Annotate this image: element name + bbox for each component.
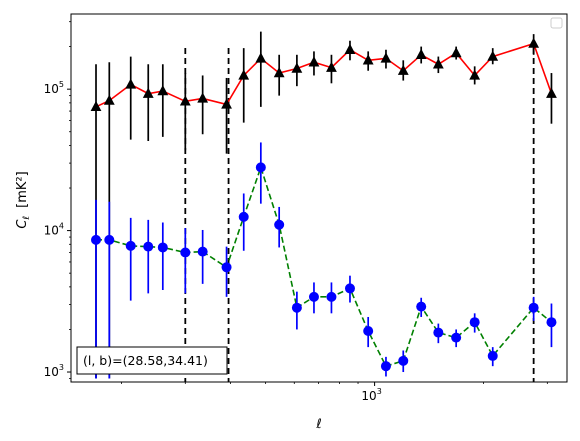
y-label-unit: [mK²]	[15, 171, 30, 208]
data-point	[546, 87, 557, 98]
data-point	[157, 242, 168, 253]
y-tick-label: 105	[44, 80, 64, 96]
y-label-sub: ℓ	[22, 216, 32, 221]
data-point	[528, 302, 539, 313]
data-point	[308, 56, 320, 67]
plot-area	[71, 14, 567, 382]
data-point	[433, 327, 444, 338]
legend-box	[550, 17, 563, 29]
data-point	[291, 62, 303, 73]
data-point	[397, 64, 409, 75]
data-point	[91, 234, 102, 245]
data-point	[103, 94, 115, 105]
data-point	[487, 350, 498, 361]
data-point	[363, 325, 374, 336]
y-tick-label: 103	[44, 363, 64, 379]
y-tick-label: 104	[44, 222, 64, 238]
data-point	[432, 58, 444, 69]
x-axis-label: ℓ	[315, 417, 321, 432]
data-point	[255, 52, 267, 63]
series-2	[91, 142, 557, 379]
data-point	[344, 43, 356, 54]
data-point	[415, 48, 427, 59]
data-point	[197, 92, 209, 103]
y-axis-label-text: Cℓ [mK²]	[15, 171, 32, 228]
data-point	[197, 246, 208, 257]
data-point	[380, 52, 392, 63]
data-point	[469, 69, 481, 80]
data-point	[125, 240, 136, 251]
data-point	[180, 247, 191, 258]
data-point	[238, 211, 249, 222]
data-point	[221, 98, 232, 109]
data-point	[157, 85, 169, 96]
annotation-frame	[76, 346, 228, 375]
data-point	[344, 283, 355, 294]
data-point	[450, 47, 462, 58]
axis-ticks: 103 104 105 103	[44, 21, 548, 403]
data-point	[469, 317, 480, 328]
data-point	[326, 291, 337, 302]
data-point	[221, 262, 232, 273]
data-point	[238, 69, 250, 80]
data-point	[308, 291, 319, 302]
data-point	[274, 219, 285, 230]
data-point	[125, 78, 137, 89]
data-point	[451, 332, 462, 343]
data-point	[104, 234, 115, 245]
data-point	[291, 302, 302, 313]
data-point	[255, 162, 266, 173]
data-point	[528, 37, 540, 48]
data-point	[362, 54, 374, 65]
data-point	[416, 301, 427, 312]
plot-frame	[70, 13, 568, 383]
data-point	[142, 87, 154, 98]
data-point	[326, 61, 337, 72]
data-point	[546, 317, 557, 328]
x-tick-label: 103	[361, 387, 381, 403]
data-point	[487, 50, 499, 61]
data-point	[273, 67, 285, 78]
data-point	[143, 241, 154, 252]
data-point	[179, 95, 191, 106]
y-label-main: C	[15, 219, 30, 229]
annotation-text: (l, b)=(28.58,34.41)	[83, 353, 208, 368]
data-point	[380, 361, 391, 372]
data-point	[90, 100, 102, 112]
data-series	[90, 31, 557, 379]
data-point	[398, 355, 409, 366]
annotation-box: (l, b)=(28.58,34.41)	[76, 346, 228, 375]
y-axis-label: Cℓ [mK²]	[15, 171, 32, 228]
